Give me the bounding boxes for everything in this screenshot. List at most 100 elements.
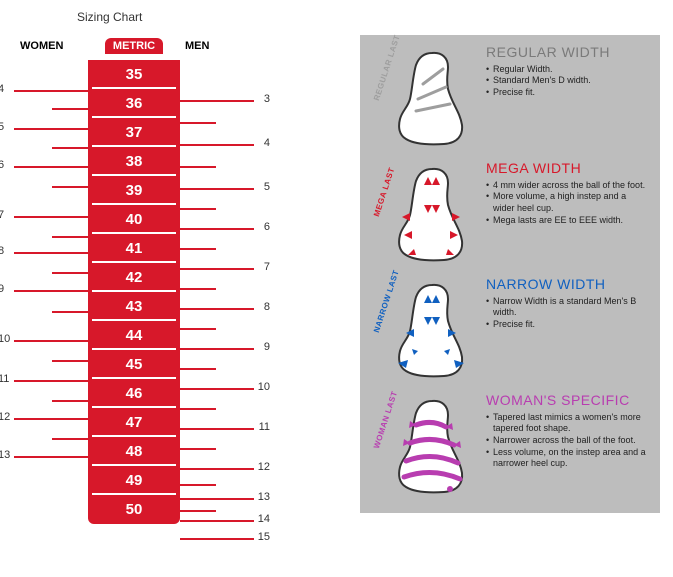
metric-value: 35 — [88, 60, 180, 89]
women-tick: 6 — [14, 166, 88, 168]
metric-value: 38 — [88, 147, 180, 176]
metric-row: 45 — [88, 350, 180, 379]
men-tick — [180, 368, 216, 370]
women-size-label: 6 — [0, 159, 4, 171]
width-panel: REGULAR LAST REGULAR WIDTH Regular Width… — [360, 35, 660, 513]
men-tick — [180, 122, 216, 124]
men-size-label: 10 — [258, 381, 270, 393]
women-tick: 7 — [14, 216, 88, 218]
metric-value: 48 — [88, 437, 180, 466]
men-size-label: 15 — [258, 531, 270, 543]
card-bullet: 4 mm wider across the ball of the foot. — [486, 180, 650, 192]
women-tick: 13 — [14, 456, 88, 458]
sizing-ruler: WOMEN METRIC MEN 35363738394041424344454… — [10, 40, 280, 540]
men-tick: 11 — [180, 428, 254, 430]
women-size-label: 8 — [0, 245, 4, 257]
women-size-label: 4 — [0, 83, 4, 95]
page-title: Sizing Chart — [77, 10, 142, 24]
metric-value: 44 — [88, 321, 180, 350]
metric-row: 39 — [88, 176, 180, 205]
men-size-label: 7 — [264, 261, 270, 273]
men-tick — [180, 208, 216, 210]
women-tick — [52, 186, 88, 188]
women-size-label: 11 — [0, 373, 9, 385]
metric-value: 45 — [88, 350, 180, 379]
men-size-label: 8 — [264, 301, 270, 313]
card-title: WOMAN'S SPECIFIC — [486, 393, 650, 408]
men-tick: 7 — [180, 268, 254, 270]
foot-icon: MEGA LAST — [370, 161, 480, 261]
men-tick: 3 — [180, 100, 254, 102]
card-bullet: Mega lasts are EE to EEE width. — [486, 215, 650, 227]
foot-icon: REGULAR LAST — [370, 45, 480, 145]
card-title: MEGA WIDTH — [486, 161, 650, 176]
width-card-narrow: NARROW LAST NARROW WIDTH Narrow Width is… — [370, 277, 650, 377]
metric-row: 50 — [88, 495, 180, 524]
men-tick: 6 — [180, 228, 254, 230]
card-bullet: Precise fit. — [486, 87, 650, 99]
men-tick: 15 — [180, 538, 254, 540]
women-tick: 12 — [14, 418, 88, 420]
men-tick — [180, 510, 216, 512]
women-tick: 4 — [14, 90, 88, 92]
women-size-label: 10 — [0, 333, 10, 345]
men-tick: 13 — [180, 498, 254, 500]
metric-value: 49 — [88, 466, 180, 495]
women-tick: 5 — [14, 128, 88, 130]
women-tick — [52, 147, 88, 149]
card-bullets: Tapered last mimics a women's more taper… — [486, 412, 650, 470]
men-tick — [180, 248, 216, 250]
women-tick — [52, 108, 88, 110]
men-size-label: 9 — [264, 341, 270, 353]
women-size-label: 9 — [0, 283, 4, 295]
men-tick — [180, 408, 216, 410]
women-tick — [52, 438, 88, 440]
men-size-label: 11 — [259, 421, 270, 433]
metric-value: 39 — [88, 176, 180, 205]
foot-icon: WOMAN LAST — [370, 393, 480, 493]
women-tick — [52, 400, 88, 402]
metric-row: 46 — [88, 379, 180, 408]
men-size-label: 3 — [264, 93, 270, 105]
metric-row: 38 — [88, 147, 180, 176]
metric-row: 43 — [88, 292, 180, 321]
card-bullets: 4 mm wider across the ball of the foot. M… — [486, 180, 650, 227]
width-card-mega: MEGA LAST MEGA WIDTH 4 mm wider across t… — [370, 161, 650, 261]
card-bullets: Regular Width.Standard Men's D width.Pre… — [486, 64, 650, 99]
men-size-label: 6 — [264, 221, 270, 233]
women-tick — [52, 311, 88, 313]
men-tick: 5 — [180, 188, 254, 190]
metric-row: 47 — [88, 408, 180, 437]
header-metric: METRIC — [105, 38, 163, 54]
header-women: WOMEN — [20, 40, 63, 52]
women-tick: 10 — [14, 340, 88, 342]
width-card-woman: WOMAN LAST WOMAN'S SPECIFIC Tapered last… — [370, 393, 650, 493]
metric-value: 40 — [88, 205, 180, 234]
metric-value: 36 — [88, 89, 180, 118]
metric-column: 35363738394041424344454647484950 — [88, 60, 180, 524]
women-tick — [52, 236, 88, 238]
men-size-label: 12 — [258, 461, 270, 473]
men-size-label: 13 — [258, 491, 270, 503]
metric-row: 35 — [88, 60, 180, 89]
card-bullet: Narrower across the ball of the foot. — [486, 435, 650, 447]
header-men: MEN — [185, 40, 209, 52]
card-bullet: Standard Men's D width. — [486, 75, 650, 87]
width-card-regular: REGULAR LAST REGULAR WIDTH Regular Width… — [370, 45, 650, 145]
metric-row: 40 — [88, 205, 180, 234]
women-tick: 11 — [14, 380, 88, 382]
men-tick: 4 — [180, 144, 254, 146]
card-bullet: Precise fit. — [486, 319, 650, 331]
women-size-label: 13 — [0, 449, 10, 461]
metric-value: 47 — [88, 408, 180, 437]
metric-row: 48 — [88, 437, 180, 466]
men-size-label: 4 — [264, 137, 270, 149]
card-title: REGULAR WIDTH — [486, 45, 650, 60]
men-tick — [180, 328, 216, 330]
women-size-label: 5 — [0, 121, 4, 133]
metric-value: 37 — [88, 118, 180, 147]
women-tick: 9 — [14, 290, 88, 292]
metric-value: 50 — [88, 495, 180, 524]
women-tick — [52, 272, 88, 274]
foot-icon: NARROW LAST — [370, 277, 480, 377]
